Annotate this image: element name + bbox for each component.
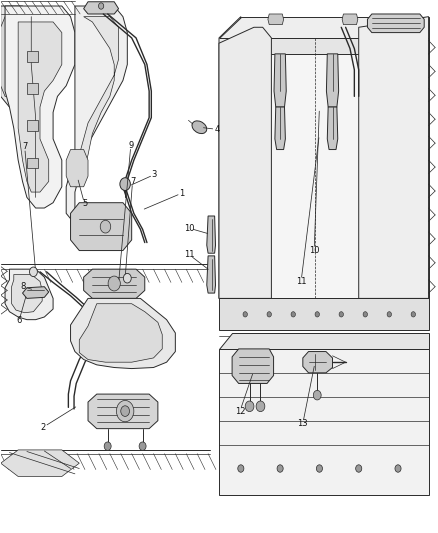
Circle shape — [121, 406, 130, 416]
Text: 4: 4 — [214, 125, 219, 134]
Ellipse shape — [239, 133, 251, 156]
Bar — [27, 83, 38, 94]
Ellipse shape — [383, 126, 404, 163]
Circle shape — [29, 267, 37, 277]
Polygon shape — [367, 14, 424, 33]
Polygon shape — [1, 6, 27, 107]
Polygon shape — [71, 298, 175, 368]
Polygon shape — [268, 14, 284, 25]
Polygon shape — [79, 304, 162, 362]
Circle shape — [243, 312, 247, 317]
Ellipse shape — [192, 121, 207, 134]
Polygon shape — [219, 38, 428, 298]
Polygon shape — [303, 352, 332, 373]
Text: 11: 11 — [296, 277, 306, 286]
Polygon shape — [1, 17, 22, 96]
Text: 12: 12 — [235, 407, 245, 416]
Circle shape — [363, 312, 367, 317]
Polygon shape — [66, 6, 127, 219]
Ellipse shape — [239, 80, 251, 102]
Bar — [27, 120, 38, 131]
Polygon shape — [327, 107, 338, 150]
Polygon shape — [342, 14, 358, 25]
Polygon shape — [274, 54, 286, 107]
Circle shape — [277, 465, 283, 472]
Circle shape — [238, 465, 244, 472]
Text: 10: 10 — [184, 224, 194, 233]
Polygon shape — [207, 256, 215, 293]
Circle shape — [100, 220, 111, 233]
Ellipse shape — [235, 127, 255, 161]
Circle shape — [411, 312, 416, 317]
Circle shape — [108, 276, 120, 291]
Bar — [27, 51, 38, 62]
Polygon shape — [232, 349, 274, 383]
Ellipse shape — [387, 74, 400, 98]
Polygon shape — [66, 150, 88, 187]
Circle shape — [387, 312, 392, 317]
Polygon shape — [22, 287, 49, 298]
Ellipse shape — [235, 74, 255, 108]
Text: 2: 2 — [41, 423, 46, 432]
Circle shape — [339, 312, 343, 317]
Ellipse shape — [239, 191, 251, 214]
Ellipse shape — [383, 68, 404, 104]
Polygon shape — [326, 54, 339, 107]
Polygon shape — [219, 298, 428, 330]
Circle shape — [104, 442, 111, 450]
Text: 7: 7 — [130, 177, 135, 186]
Circle shape — [315, 312, 319, 317]
Polygon shape — [1, 450, 79, 477]
Circle shape — [117, 400, 134, 422]
Circle shape — [139, 442, 146, 450]
Polygon shape — [219, 17, 241, 298]
Polygon shape — [5, 6, 75, 208]
Polygon shape — [219, 38, 428, 54]
Text: 13: 13 — [297, 419, 308, 428]
Text: 3: 3 — [152, 170, 157, 179]
Polygon shape — [207, 216, 215, 253]
Polygon shape — [84, 269, 145, 298]
Circle shape — [120, 177, 131, 190]
Text: 9: 9 — [128, 141, 134, 150]
Polygon shape — [84, 2, 119, 14]
Circle shape — [313, 390, 321, 400]
Circle shape — [291, 312, 295, 317]
Polygon shape — [18, 22, 62, 192]
Circle shape — [395, 465, 401, 472]
Polygon shape — [219, 17, 428, 38]
Text: 8: 8 — [21, 282, 26, 291]
Text: 5: 5 — [82, 199, 87, 208]
Circle shape — [99, 3, 104, 9]
Circle shape — [267, 312, 272, 317]
Polygon shape — [359, 17, 428, 298]
Polygon shape — [219, 349, 428, 495]
Ellipse shape — [235, 185, 255, 220]
Text: 1: 1 — [179, 189, 184, 198]
Circle shape — [316, 465, 322, 472]
Polygon shape — [75, 17, 119, 187]
Polygon shape — [12, 274, 42, 313]
Bar — [27, 158, 38, 168]
Ellipse shape — [387, 133, 400, 156]
Text: 11: 11 — [184, 251, 194, 260]
Polygon shape — [275, 107, 286, 150]
Text: 10: 10 — [309, 246, 319, 255]
Polygon shape — [219, 333, 428, 349]
Circle shape — [245, 401, 254, 411]
Text: 7: 7 — [22, 142, 28, 151]
Circle shape — [356, 465, 362, 472]
Polygon shape — [5, 269, 53, 320]
Polygon shape — [88, 394, 158, 429]
Polygon shape — [71, 203, 132, 251]
Polygon shape — [219, 27, 272, 298]
Circle shape — [256, 401, 265, 411]
Circle shape — [124, 273, 131, 283]
Text: 6: 6 — [16, 316, 22, 325]
